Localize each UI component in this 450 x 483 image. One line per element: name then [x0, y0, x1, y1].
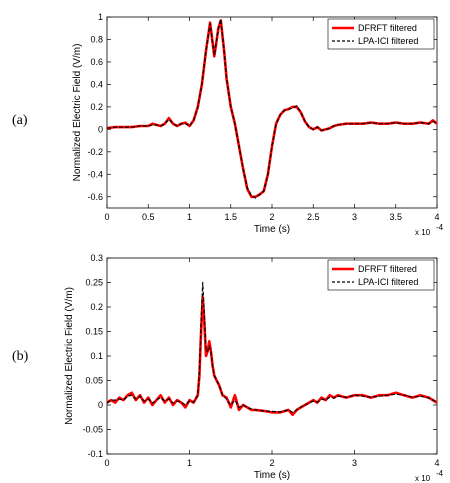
- y-tick-label: 0.1: [90, 351, 103, 361]
- y-tick-label: 0.2: [90, 302, 103, 312]
- legend-box: [327, 18, 435, 50]
- y-tick-label: -0.4: [87, 169, 103, 179]
- x-axis-label: Time (s): [254, 470, 290, 481]
- y-tick-label: -0.1: [87, 449, 103, 459]
- chart-panel-1: (b) 0 1 2 3 4 -0.1 -0.05 0 0.05 0.1 0.15 0.2 0.25 0.3 T…: [12, 253, 444, 483]
- y-tick-label: -0.2: [87, 147, 103, 157]
- x-tick-label: 3: [352, 212, 357, 222]
- series-line-1: [106, 281, 438, 413]
- x-tick-label: 0: [104, 458, 109, 468]
- y-tick-label: 0.8: [90, 34, 103, 44]
- y-tick-label: 0.25: [85, 278, 103, 288]
- y-tick-label: 0.4: [90, 79, 103, 89]
- panel-label: (a): [12, 113, 28, 128]
- x-tick-label: 1: [187, 212, 192, 222]
- legend-entry-0: DFRFT filtered: [358, 23, 417, 33]
- x-tick-label: 2: [269, 458, 274, 468]
- legend-box: [327, 259, 435, 291]
- series-line-1: [106, 18, 438, 199]
- legend-entry-1: LPA-ICI filtered: [358, 36, 418, 46]
- legend-entry-1: LPA-ICI filtered: [358, 277, 418, 287]
- x-multiplier-label: x 10: [415, 474, 431, 483]
- x-axis-label: Time (s): [254, 224, 290, 235]
- y-tick-label: 0.15: [85, 327, 103, 337]
- y-tick-label: 0.3: [90, 253, 103, 263]
- x-multiplier-exponent: -4: [436, 469, 444, 478]
- y-tick-label: 1: [98, 12, 103, 22]
- x-multiplier-label: x 10: [415, 228, 431, 237]
- y-tick-label: -0.6: [87, 192, 103, 202]
- x-tick-label: 0: [104, 212, 109, 222]
- y-tick-label: 0.6: [90, 57, 103, 67]
- x-tick-label: 4: [434, 458, 439, 468]
- panel-label: (b): [12, 349, 29, 364]
- x-tick-label: 2: [269, 212, 274, 222]
- x-tick-label: 2.5: [307, 212, 320, 222]
- x-tick-label: 4: [434, 212, 439, 222]
- y-tick-label: 0.05: [85, 376, 103, 386]
- y-tick-label: 0.2: [90, 102, 103, 112]
- y-tick-label: -0.05: [82, 425, 103, 435]
- y-tick-label: 0: [98, 124, 103, 134]
- x-tick-label: 1.5: [224, 212, 237, 222]
- x-tick-label: 3.5: [389, 212, 402, 222]
- series-line-0: [106, 295, 438, 417]
- x-multiplier-exponent: -4: [436, 223, 444, 232]
- plot-area: [106, 257, 438, 455]
- x-tick-label: 3: [352, 458, 357, 468]
- y-tick-label: 0: [98, 400, 103, 410]
- legend-entry-0: DFRFT filtered: [358, 264, 417, 274]
- chart-panel-0: (a) 0 0.5 1 1.5 2 2.5 3 3.5 4 -0.6 -0.4 -0.2 0 0.2 0.4 0…: [12, 12, 444, 237]
- x-tick-label: 1: [187, 458, 192, 468]
- y-axis-label: Normalized Electric Field (V/m): [64, 287, 75, 425]
- x-tick-label: 0.5: [142, 212, 155, 222]
- y-axis-label: Normalized Electric Field (V/m): [72, 44, 83, 182]
